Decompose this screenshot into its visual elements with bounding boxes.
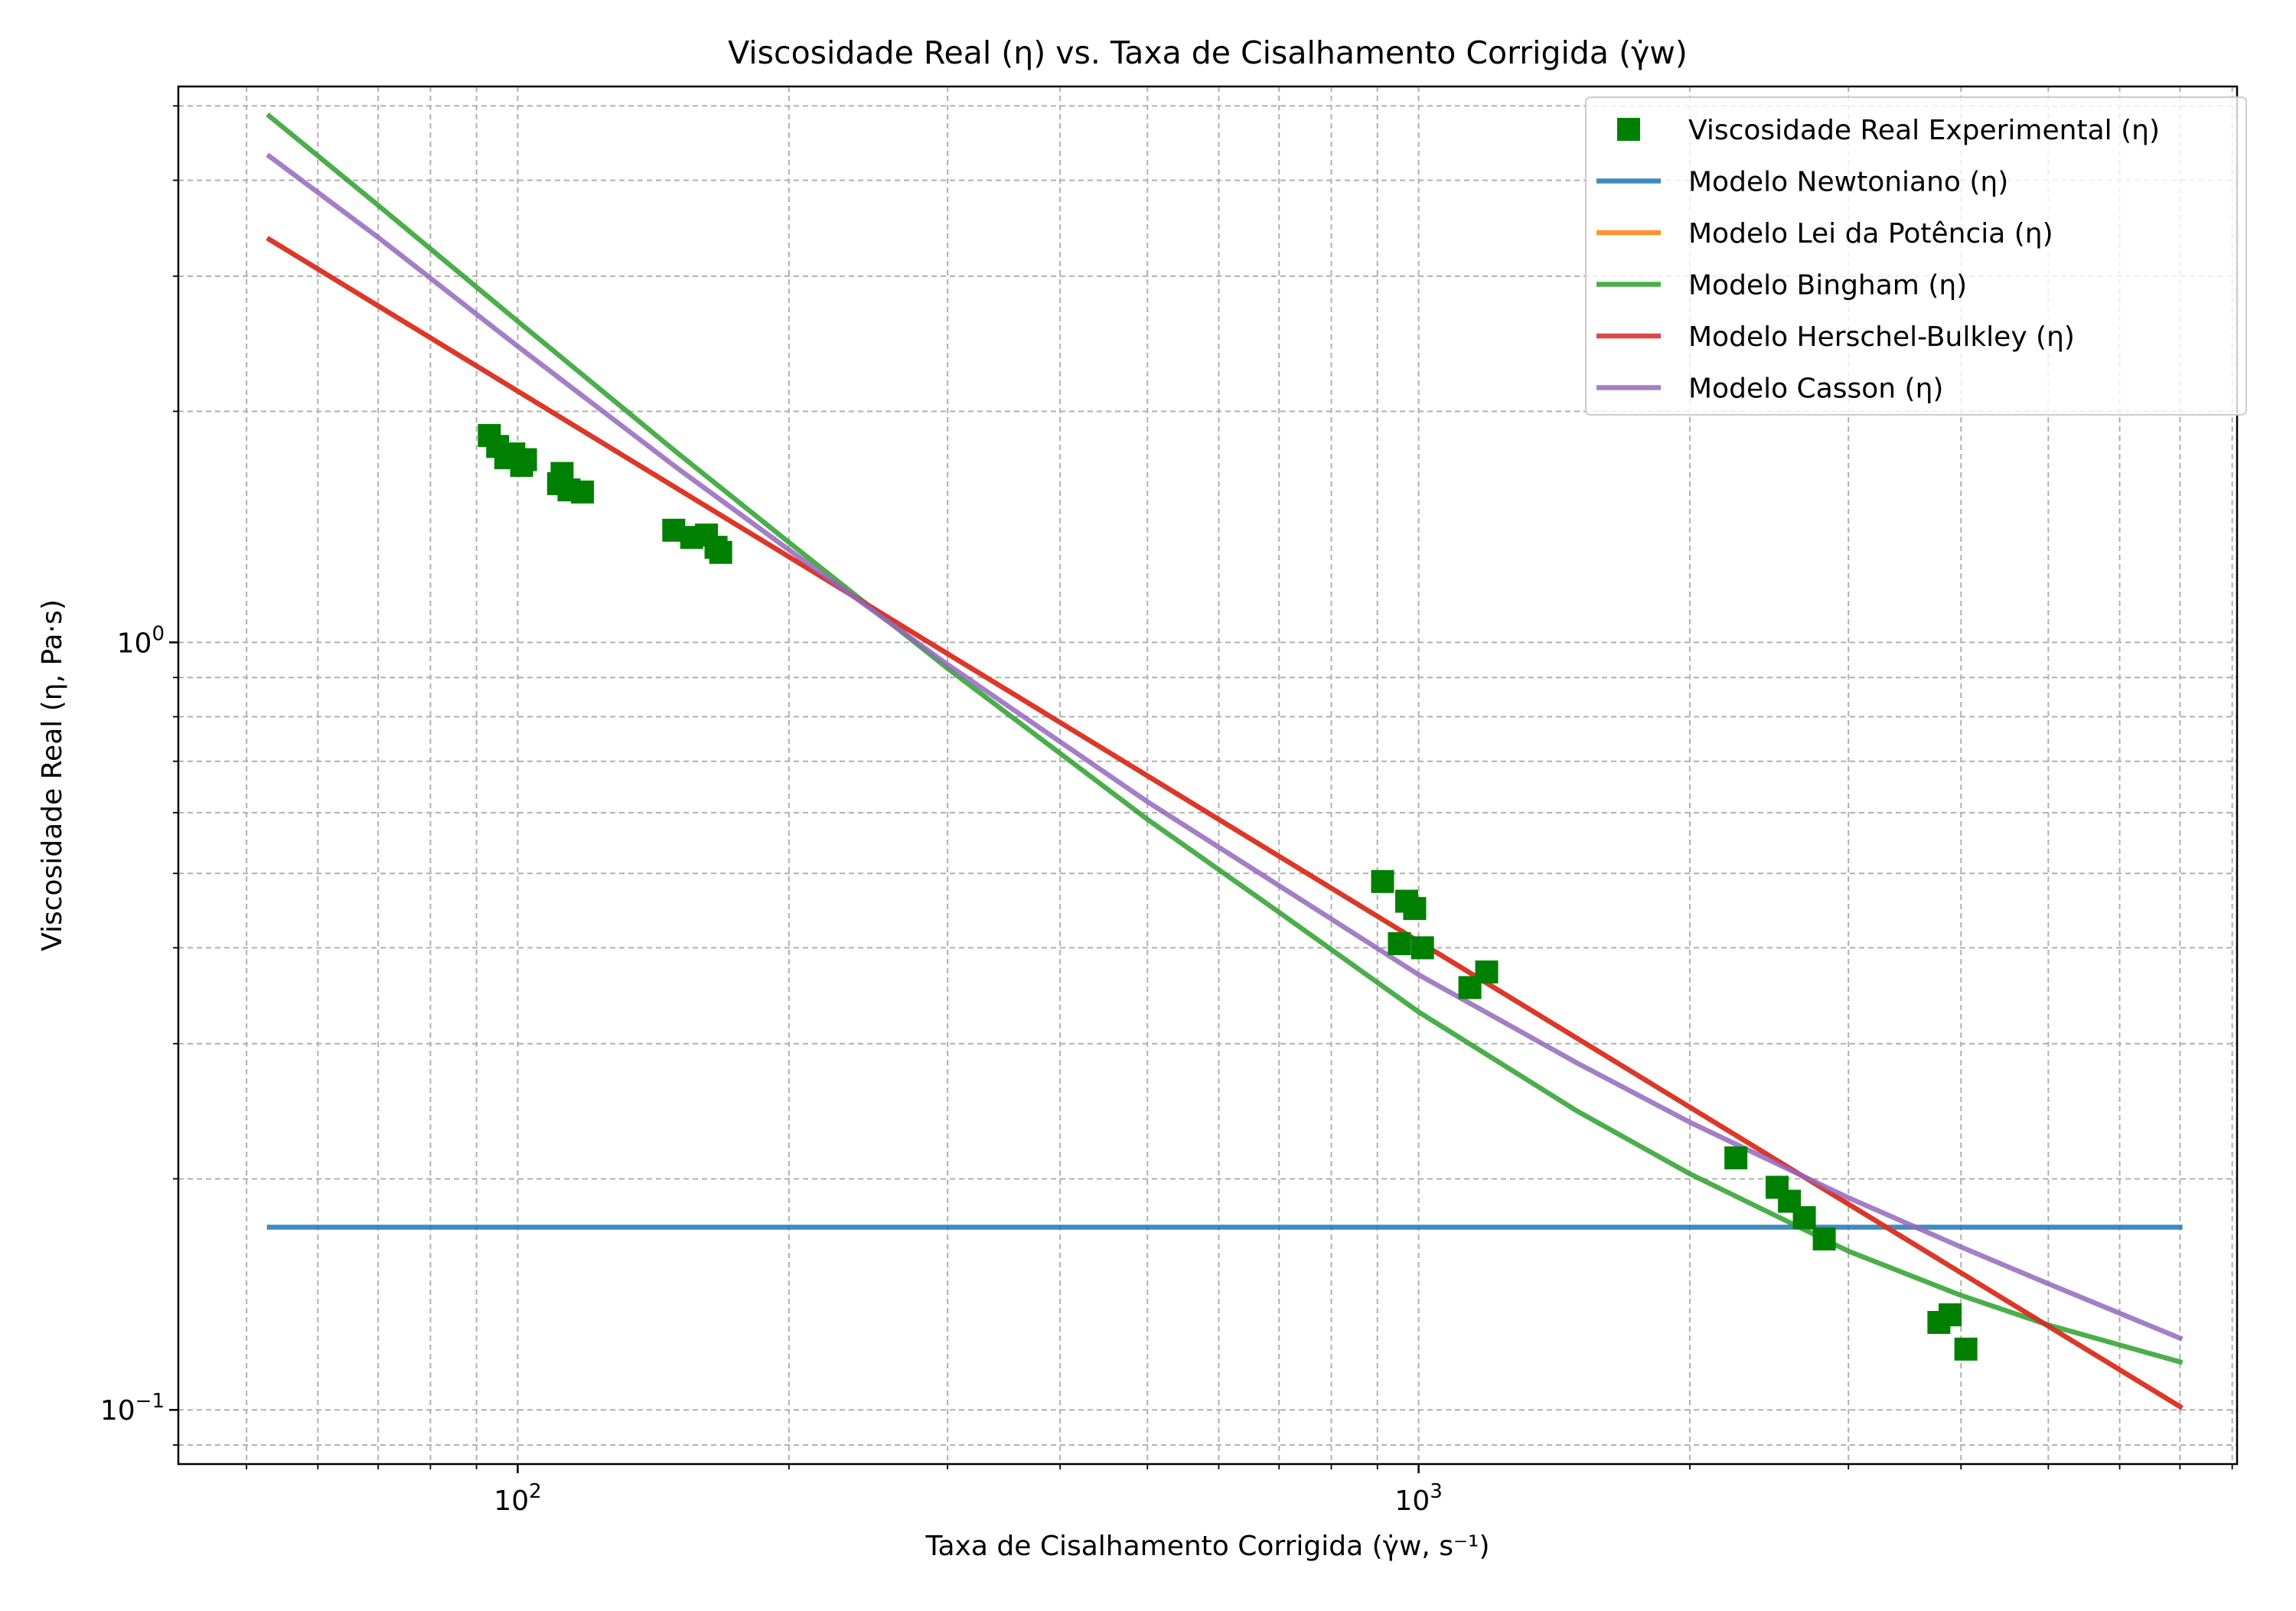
chart-title: Viscosidade Real (η) vs. Taxa de Cisalha…	[728, 34, 1688, 71]
legend-label: Modelo Newtoniano (η)	[1688, 167, 2008, 198]
data-point	[1792, 1206, 1816, 1230]
legend-marker	[1617, 118, 1640, 141]
data-point	[1475, 960, 1499, 984]
legend-label: Modelo Casson (η)	[1688, 373, 1943, 405]
data-point	[1388, 932, 1411, 956]
series-layer	[266, 113, 2183, 1410]
data-point	[1812, 1227, 1836, 1251]
data-point	[709, 540, 732, 564]
marker-layer	[478, 424, 1978, 1361]
data-point	[1403, 897, 1427, 921]
legend: Viscosidade Real Experimental (η) Modelo …	[1585, 96, 2247, 416]
legend-label: Viscosidade Real Experimental (η)	[1688, 115, 2160, 146]
y-tick-label: 10−1	[100, 1390, 165, 1427]
y-axis-label: Viscosidade Real (η, Pa·s)	[37, 599, 68, 951]
tick-layer: 102 103 10−1 100	[100, 105, 2233, 1517]
data-point	[1954, 1337, 1978, 1361]
data-point	[1371, 869, 1394, 893]
plot-frame	[177, 85, 2239, 1466]
series-line-modelo-herschel-bulkley	[266, 236, 2183, 1410]
series-line-modelo-bingham	[266, 113, 2183, 1365]
data-point	[514, 448, 537, 471]
grid-layer	[178, 86, 2237, 1464]
legend-label: Modelo Bingham (η)	[1688, 270, 1967, 302]
x-tick-label: 102	[494, 1480, 541, 1517]
data-point	[571, 480, 595, 504]
x-axis-label: Taxa de Cisalhamento Corrigida (γ̇w, s⁻¹…	[925, 1531, 1489, 1562]
legend-label: Modelo Herschel-Bulkley (η)	[1688, 321, 2075, 353]
data-point	[1411, 936, 1434, 960]
series-line-modelo-casson	[266, 152, 2183, 1342]
y-tick-label: 100	[117, 622, 165, 659]
legend-entries: Viscosidade Real Experimental (η) Modelo …	[1596, 115, 2160, 405]
data-point	[1939, 1303, 1962, 1327]
legend-label: Modelo Lei da Potência (η)	[1688, 218, 2053, 249]
data-point	[1724, 1146, 1748, 1169]
legend-box	[1585, 96, 2247, 416]
x-tick-label: 103	[1394, 1480, 1442, 1517]
